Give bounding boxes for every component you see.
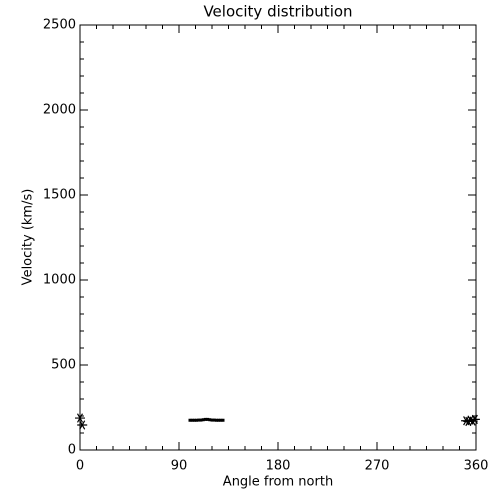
asterisk-point [77, 420, 88, 430]
dot-point [197, 418, 201, 422]
chart-title: Velocity distribution [203, 3, 352, 21]
y-tick-label: 1000 [43, 273, 76, 288]
y-tick-label: 1500 [43, 188, 76, 203]
dot-point [206, 417, 210, 421]
x-axis-label: Angle from north [223, 475, 333, 490]
asterisk-point [75, 413, 85, 423]
dot-point [212, 418, 216, 422]
dot-point [221, 418, 225, 422]
x-tick-label: 90 [171, 459, 188, 474]
plot-frame [79, 24, 477, 451]
x-tick-label: 360 [464, 459, 489, 474]
y-tick-label: 0 [68, 443, 76, 458]
y-tick-label: 2000 [43, 103, 76, 118]
dot-point [214, 418, 218, 422]
x-tick-label: 0 [76, 459, 84, 474]
y-tick-label: 500 [51, 358, 76, 373]
dot-point [192, 418, 196, 422]
dot-point [199, 418, 203, 422]
y-tick-label: 2500 [43, 18, 76, 33]
dot-point [219, 418, 223, 422]
x-tick-label: 180 [266, 459, 291, 474]
dot-point [203, 417, 207, 421]
dot-point [201, 418, 205, 422]
asterisk-point [469, 414, 480, 425]
dot-point [188, 418, 192, 422]
dot-point [217, 418, 221, 422]
dot-point [190, 418, 194, 422]
dot-point [208, 418, 212, 422]
dot-point [195, 418, 199, 422]
dot-point [210, 418, 214, 422]
x-tick-label: 270 [365, 459, 390, 474]
y-axis-label: Velocity (km/s) [21, 189, 36, 286]
